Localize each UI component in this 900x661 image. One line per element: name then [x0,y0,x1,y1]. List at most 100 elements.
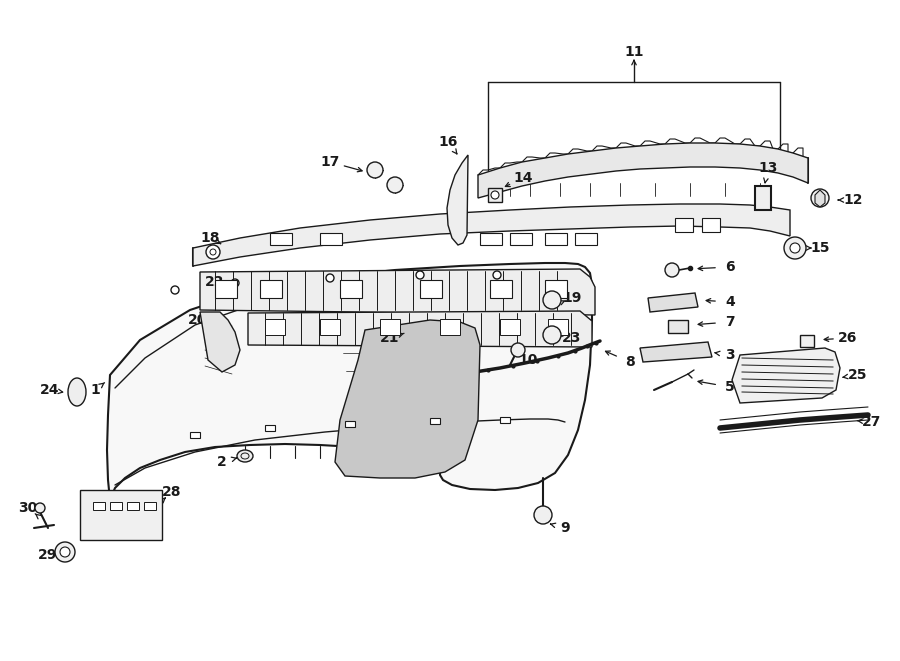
Polygon shape [200,312,240,372]
Text: 27: 27 [862,415,882,429]
Bar [345,421,355,427]
Bar [702,218,720,232]
Bar [144,502,156,510]
Circle shape [511,343,525,357]
Bar [320,319,340,335]
Bar [260,280,282,298]
Circle shape [231,279,239,287]
Text: 30: 30 [18,501,38,515]
Circle shape [543,291,561,309]
Bar [420,280,442,298]
Bar [270,233,292,245]
Text: 10: 10 [518,353,537,367]
Bar [380,319,400,335]
Text: 11: 11 [625,45,643,59]
Bar [190,432,200,438]
Circle shape [367,162,383,178]
Ellipse shape [241,453,249,459]
Text: 2: 2 [217,455,227,469]
Bar [110,502,122,510]
Text: 7: 7 [725,315,734,329]
Polygon shape [478,143,808,198]
Text: 3: 3 [725,348,734,362]
Circle shape [416,271,424,279]
Polygon shape [648,293,698,312]
Text: 20: 20 [188,313,208,327]
Circle shape [35,503,45,513]
Bar [755,186,771,210]
Text: 23: 23 [562,331,581,345]
Polygon shape [732,348,840,403]
Bar [500,319,520,335]
Circle shape [811,189,829,207]
Text: 13: 13 [759,161,778,175]
Bar [488,188,502,202]
Circle shape [55,542,75,562]
Circle shape [326,274,334,282]
Text: 25: 25 [848,368,868,382]
Bar [545,280,567,298]
Bar [510,233,532,245]
Bar [215,280,237,298]
Bar [480,233,502,245]
Text: 21: 21 [380,331,400,345]
Circle shape [665,263,679,277]
Text: 14: 14 [513,171,533,185]
Polygon shape [107,263,592,500]
Bar [265,319,285,335]
Bar [430,418,440,424]
Text: 6: 6 [725,260,734,274]
Circle shape [493,271,501,279]
Circle shape [60,547,70,557]
Circle shape [387,177,403,193]
Circle shape [210,249,216,255]
Text: 22: 22 [205,275,225,289]
Polygon shape [815,190,825,207]
Polygon shape [193,204,790,266]
Text: 5: 5 [725,380,735,394]
Circle shape [784,237,806,259]
Bar [490,280,512,298]
Text: 12: 12 [843,193,863,207]
Bar [575,233,597,245]
Bar [127,502,139,510]
Text: 8: 8 [626,355,634,369]
Circle shape [534,506,552,524]
Bar [675,218,693,232]
Polygon shape [447,155,468,245]
Bar [440,319,460,335]
Text: 1: 1 [90,383,100,397]
Circle shape [543,326,561,344]
Bar [800,335,814,347]
Bar [500,417,510,423]
Text: 29: 29 [39,548,58,562]
Text: 28: 28 [162,485,182,499]
Text: 26: 26 [838,331,858,345]
Bar [93,502,105,510]
Bar [545,233,567,245]
Text: 18: 18 [200,231,220,245]
Polygon shape [248,311,592,347]
Text: 24: 24 [40,383,59,397]
Circle shape [206,245,220,259]
Bar [340,280,362,298]
Text: 16: 16 [438,135,458,149]
Bar [548,319,568,335]
Bar [668,320,688,333]
Ellipse shape [237,450,253,462]
Circle shape [790,243,800,253]
Text: 9: 9 [560,521,570,535]
Text: 15: 15 [810,241,830,255]
Text: 4: 4 [725,295,735,309]
Text: 19: 19 [562,291,581,305]
Bar [265,425,275,431]
Polygon shape [335,320,480,478]
Circle shape [171,286,179,294]
Ellipse shape [68,378,86,406]
Circle shape [491,191,499,199]
Bar [80,490,162,540]
Polygon shape [200,269,595,315]
Polygon shape [640,342,712,362]
Bar [320,233,342,245]
Text: 17: 17 [320,155,339,169]
